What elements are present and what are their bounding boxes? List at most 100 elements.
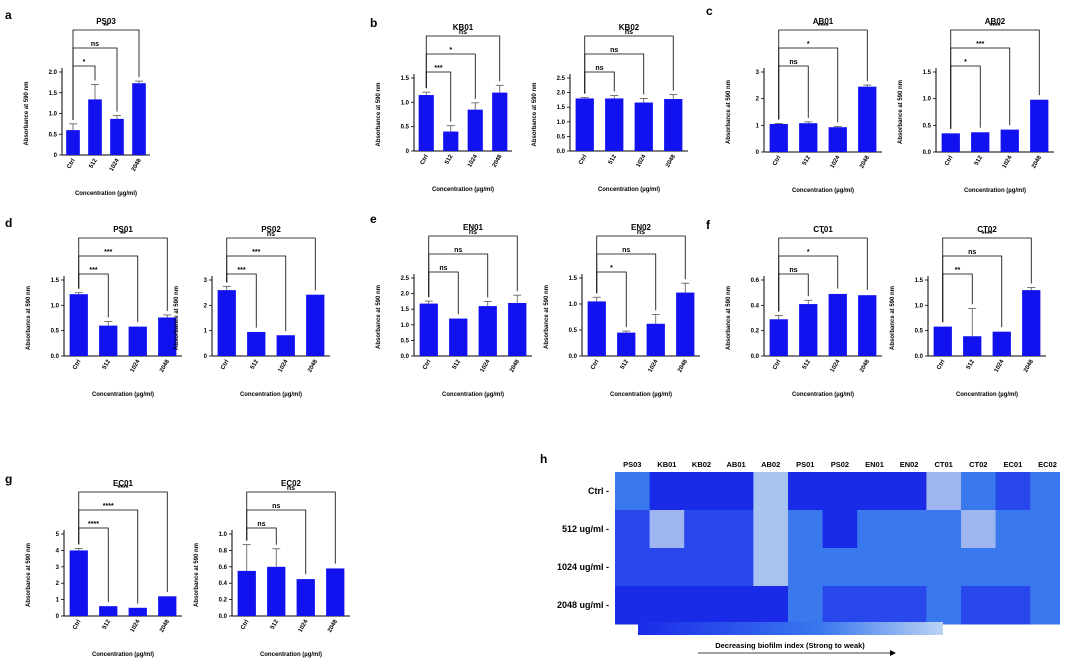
y-tick-label: 2.0 <box>401 292 410 298</box>
heatmap-cell <box>891 472 927 511</box>
bar <box>605 98 624 151</box>
heatmap-column-label: PS01 <box>796 460 814 469</box>
significance-label: ns <box>789 59 797 66</box>
y-tick-label: 1.5 <box>923 70 932 76</box>
x-tick-label: Ctrl <box>944 155 955 167</box>
x-tick-label: Ctrl <box>66 158 77 170</box>
x-tick-label: 1024 <box>994 358 1006 373</box>
y-tick-label: 0.0 <box>51 354 60 360</box>
x-tick-label: 1024 <box>278 358 290 373</box>
y-axis-label: Absorbance at 590 nm <box>532 82 538 146</box>
heatmap-cell <box>1030 472 1060 511</box>
significance-bracket <box>596 235 686 294</box>
heatmap-cell <box>753 586 789 625</box>
y-tick-label: 2.0 <box>557 91 566 97</box>
x-tick-label: 1024 <box>830 154 842 169</box>
heatmap-cell <box>684 548 720 587</box>
x-axis-label: Concentration (µg/ml) <box>964 188 1026 194</box>
y-tick-label: 0.0 <box>557 149 566 155</box>
bar <box>247 331 266 356</box>
heatmap-cell <box>961 472 997 511</box>
chart-title: CT01 <box>813 225 833 234</box>
x-axis-label: Concentration (µg/ml) <box>792 188 854 194</box>
y-tick-label: 0.6 <box>219 565 228 571</box>
chart-kb02: KB02 Absorbance at 590 nm Concentration (µ… <box>532 23 688 193</box>
chart-ab02: AB02 Absorbance at 590 nm Concentration (µ… <box>898 17 1054 194</box>
heatmap-cell <box>788 510 824 549</box>
bar <box>858 295 877 356</box>
bar <box>110 118 124 155</box>
x-axis-label: Concentration (µg/ml) <box>442 392 504 398</box>
bar <box>634 102 653 151</box>
y-tick-label: 1.5 <box>401 76 410 82</box>
chart-title: PS03 <box>96 17 116 26</box>
heatmap-cell <box>822 472 858 511</box>
x-axis-label: Concentration (µg/ml) <box>432 187 494 193</box>
y-tick-label: 0.5 <box>915 329 924 335</box>
significance-bracket <box>584 71 615 94</box>
panel-letter-f: f <box>706 218 710 232</box>
significance-label: ** <box>103 23 109 30</box>
bar <box>769 319 788 356</box>
significance-label: *** <box>976 41 984 48</box>
bar <box>419 303 438 356</box>
significance-label: * <box>83 59 86 66</box>
chart-ec01: EC01 Absorbance at 590 nm Concentration (µ… <box>26 479 182 658</box>
bar <box>128 326 147 356</box>
significance-bracket <box>226 237 316 291</box>
significance-label: * <box>822 231 825 238</box>
bar <box>1000 129 1019 152</box>
panel-letter-e: e <box>370 212 377 226</box>
y-tick-label: 2.5 <box>401 276 410 282</box>
heatmap-cell <box>753 472 789 511</box>
bar <box>217 290 236 356</box>
significance-label: ns <box>267 231 275 238</box>
chart-ct02: CT02 Absorbance at 590 nm Concentration (µ… <box>890 225 1046 398</box>
x-tick-label: Ctrl <box>72 619 83 631</box>
x-tick-label: 1024 <box>830 358 842 373</box>
heatmap-cell <box>753 548 789 587</box>
bar <box>492 92 508 151</box>
x-tick-label: 2048 <box>509 358 521 373</box>
y-tick-label: 1 <box>756 123 760 129</box>
bar <box>296 579 315 616</box>
heatmap-column-label: EC02 <box>1038 460 1057 469</box>
x-tick-label: 512 <box>802 358 813 370</box>
y-tick-label: 1.0 <box>51 303 60 309</box>
chart-title: EN01 <box>463 223 484 232</box>
significance-bracket <box>778 65 809 120</box>
x-tick-label: 1024 <box>130 358 142 373</box>
heatmap-cell <box>995 472 1031 511</box>
x-tick-label: 1024 <box>1002 154 1014 169</box>
heatmap-row-label: Ctrl - <box>588 486 609 496</box>
x-tick-label: 512 <box>452 358 463 370</box>
heatmap-cell <box>684 472 720 511</box>
heatmap-cell <box>753 510 789 549</box>
heatmap-column-label: EN01 <box>865 460 884 469</box>
bar <box>508 302 527 356</box>
y-tick-label: 0 <box>756 150 760 156</box>
chart-ps03: PS03 Absorbance at 590 nm Concentration (µ… <box>24 17 150 197</box>
x-tick-label: 512 <box>802 154 813 166</box>
heatmap-cell <box>891 586 927 625</box>
y-axis-label: Absorbance at 590 nm <box>376 285 382 349</box>
significance-bracket <box>78 491 168 593</box>
heatmap-cell <box>857 510 893 549</box>
y-tick-label: 0.2 <box>219 598 228 604</box>
x-tick-label: Ctrl <box>578 154 589 166</box>
heatmap-cell <box>615 510 651 549</box>
y-tick-label: 0.6 <box>751 278 760 284</box>
y-tick-label: 0.5 <box>557 134 566 140</box>
y-tick-label: 1 <box>204 329 208 335</box>
significance-label: ns <box>789 267 797 274</box>
y-tick-label: 1.0 <box>401 100 410 106</box>
heatmap-cell <box>995 510 1031 549</box>
significance-bracket <box>428 235 518 298</box>
significance-bracket <box>778 237 868 312</box>
significance-label: ns <box>595 65 603 72</box>
heatmap-cell <box>926 548 962 587</box>
x-tick-label: Ctrl <box>240 619 251 631</box>
x-tick-label: 512 <box>89 157 100 169</box>
y-tick-label: 1 <box>56 598 60 604</box>
y-tick-label: 1.5 <box>49 91 58 97</box>
